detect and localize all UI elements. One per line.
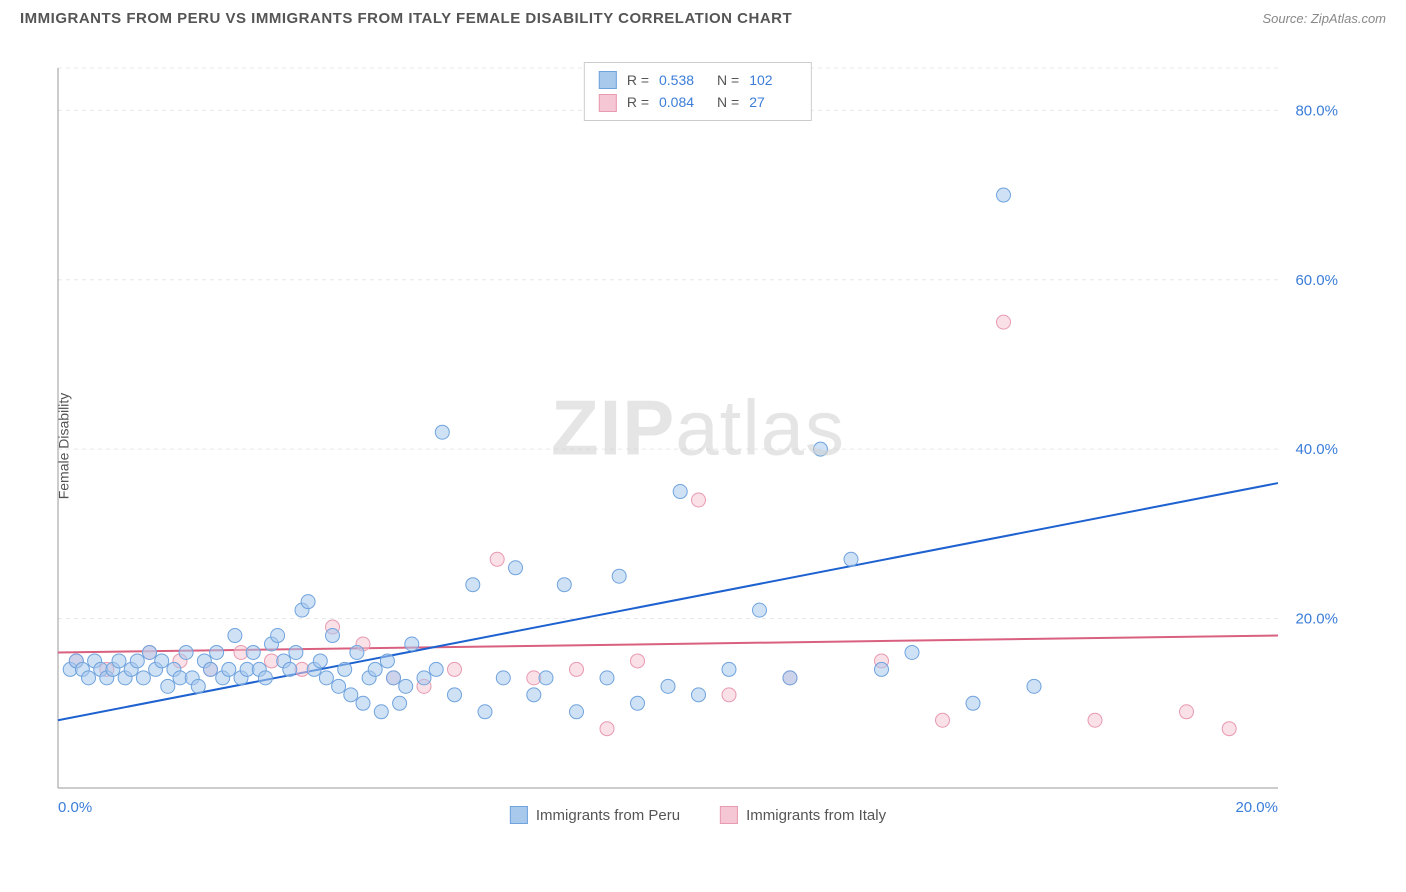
- chart-area: R = 0.538 N = 102 R = 0.084 N = 27 ZIPat…: [48, 58, 1348, 828]
- n-value-italy: 27: [749, 91, 797, 113]
- scatter-plot: 20.0% 40.0% 60.0% 80.0% 0.0% 20.0%: [48, 58, 1348, 828]
- n-value-peru: 102: [749, 69, 797, 91]
- svg-text:20.0%: 20.0%: [1235, 799, 1278, 816]
- header: IMMIGRANTS FROM PERU VS IMMIGRANTS FROM …: [0, 0, 1406, 35]
- svg-text:20.0%: 20.0%: [1295, 611, 1338, 628]
- r-label: R =: [627, 91, 649, 113]
- svg-text:40.0%: 40.0%: [1295, 441, 1338, 458]
- legend-swatch-peru: [599, 71, 617, 89]
- legend-stats-row-0: R = 0.538 N = 102: [599, 69, 797, 91]
- legend-item-italy: Immigrants from Italy: [720, 806, 886, 824]
- legend-item-peru: Immigrants from Peru: [510, 806, 680, 824]
- legend-swatch-peru-bottom: [510, 806, 528, 824]
- svg-text:0.0%: 0.0%: [58, 799, 92, 816]
- page-title: IMMIGRANTS FROM PERU VS IMMIGRANTS FROM …: [20, 10, 792, 27]
- legend-series: Immigrants from Peru Immigrants from Ita…: [510, 806, 886, 824]
- legend-swatch-italy-bottom: [720, 806, 738, 824]
- legend-stats: R = 0.538 N = 102 R = 0.084 N = 27: [584, 62, 812, 121]
- r-value-peru: 0.538: [659, 69, 707, 91]
- svg-text:60.0%: 60.0%: [1295, 272, 1338, 289]
- r-value-italy: 0.084: [659, 91, 707, 113]
- legend-label-peru: Immigrants from Peru: [536, 807, 680, 824]
- r-label: R =: [627, 69, 649, 91]
- legend-swatch-italy: [599, 94, 617, 112]
- n-label: N =: [717, 91, 739, 113]
- svg-text:80.0%: 80.0%: [1295, 102, 1338, 119]
- legend-stats-row-1: R = 0.084 N = 27: [599, 91, 797, 113]
- legend-label-italy: Immigrants from Italy: [746, 807, 886, 824]
- source-label: Source: ZipAtlas.com: [1262, 11, 1386, 26]
- n-label: N =: [717, 69, 739, 91]
